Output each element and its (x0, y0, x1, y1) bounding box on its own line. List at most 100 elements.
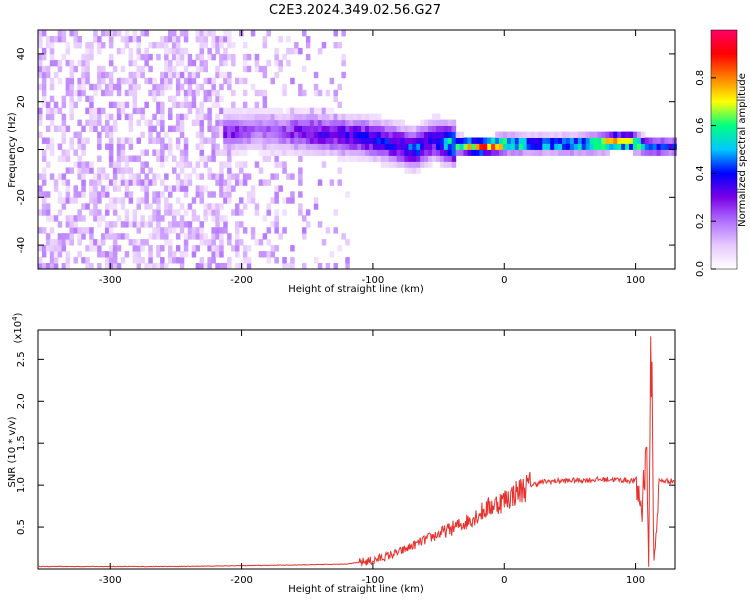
spectrogram-cell (215, 179, 220, 186)
spectrogram-cell (61, 155, 67, 162)
spectrogram-cell (495, 131, 500, 138)
spectrogram-cell (215, 227, 220, 234)
spectrogram-cell (286, 113, 291, 121)
spectrogram-cell (81, 143, 86, 150)
spectrogram-cell (112, 179, 118, 186)
spectrogram-cell (329, 113, 335, 121)
spectrogram-cell (203, 215, 208, 222)
spectrogram-cell (116, 245, 122, 252)
spectrogram-cell (140, 179, 145, 186)
spectrogram-cell (45, 65, 51, 73)
spectrogram-cell (660, 149, 666, 156)
spectrogram-cell (215, 245, 220, 252)
spectrogram-cell (211, 131, 216, 138)
spectrogram-cell (49, 245, 55, 252)
spectrogram-cell (73, 101, 78, 109)
spectrogram-cell (219, 185, 224, 192)
spectrogram-cell (219, 167, 224, 174)
spectrogram-cell (274, 149, 279, 156)
spectrogram-cell (195, 263, 201, 270)
spectrogram-cell (656, 149, 662, 156)
spectrogram-cell (136, 173, 141, 180)
spectrogram-cell (57, 143, 63, 150)
spectrogram-cell (231, 173, 236, 180)
spectrogram-cell (589, 143, 595, 150)
spectrogram-cell (345, 149, 350, 156)
spectrogram-cell (372, 113, 378, 121)
spectrogram-cell (203, 185, 208, 192)
spectrogram-cell (160, 191, 165, 198)
spectrogram-cell (199, 185, 204, 192)
spectrogram-cell (436, 131, 441, 138)
spectrogram-cell (345, 131, 350, 138)
spectrogram-cell (128, 173, 134, 180)
spectrogram-cell (172, 227, 177, 234)
spectrogram-cell (140, 30, 145, 37)
x-tick-label: -300 (99, 275, 122, 286)
spectrogram-cell (309, 113, 315, 121)
spectrogram-cell (168, 71, 173, 79)
spectrogram-cell (317, 143, 323, 150)
spectrogram-cell (140, 221, 145, 228)
spectrogram-cell (239, 113, 244, 121)
spectrogram-cell (136, 239, 141, 246)
y-tick-label: 2.0 (16, 393, 27, 409)
spectrogram-cell (108, 233, 114, 240)
spectrogram-cell (337, 167, 342, 174)
spectrogram-cell (621, 143, 626, 150)
spectrogram-cell (404, 143, 409, 150)
spectrogram-cell (605, 131, 610, 138)
spectrogram-cell (89, 209, 94, 216)
spectrogram-cell (108, 77, 114, 85)
spectrogram-cell (258, 131, 264, 138)
spectrogram-cell (270, 131, 275, 138)
spectrogram-cell (250, 125, 256, 132)
spectrogram-cell (160, 113, 165, 121)
spectrogram-cell (502, 137, 508, 144)
spectrogram-cell (124, 113, 130, 121)
spectrogram-cell (258, 65, 264, 73)
spectrogram-cell (258, 251, 264, 258)
spectrogram-cell (290, 245, 295, 252)
spectrogram-cell (132, 155, 138, 162)
spectrogram-cell (274, 125, 279, 132)
spectrogram-cell (313, 149, 319, 156)
spectrogram-cell (207, 191, 212, 198)
spectrogram-cell (203, 65, 208, 73)
spectrogram-cell (179, 221, 185, 228)
spectrogram-cell (215, 203, 220, 210)
spectrogram-cell (152, 137, 157, 144)
spectrogram-cell (412, 143, 417, 150)
spectrogram-cell (640, 131, 646, 138)
spectrogram-cell (41, 203, 47, 210)
spectrogram-cell (77, 155, 82, 162)
spectrogram-cell (317, 221, 323, 228)
spectrogram-cell (41, 155, 47, 162)
spectrogram-cell (41, 71, 47, 79)
spectrogram-cell (199, 83, 204, 91)
spectrogram-cell (172, 251, 177, 258)
spectrogram-cell (187, 89, 193, 97)
spectrogram-cell (436, 155, 441, 162)
spectrogram-cell (101, 71, 106, 79)
spectrogram-cell (305, 113, 311, 121)
spectrogram-cell (392, 137, 398, 144)
spectrogram-cell (246, 137, 252, 144)
spectrogram-cell (156, 191, 161, 198)
spectrogram-cell (168, 245, 173, 252)
spectrogram-cell (101, 251, 106, 258)
spectrogram-cell (73, 215, 78, 222)
spectrogram-cell (136, 179, 141, 186)
spectrogram-cell (211, 245, 216, 252)
spectrogram-cell (179, 149, 185, 156)
spectrogram-cell (298, 209, 303, 216)
spectrogram-cell (38, 30, 43, 37)
spectrogram-cell (242, 251, 248, 258)
spectrogram-cell (601, 137, 606, 144)
spectrogram-cell (97, 221, 102, 228)
spectrogram-cell (148, 203, 153, 210)
spectrogram-cell (211, 101, 216, 109)
spectrogram-cell (629, 131, 634, 138)
spectrogram-cell (61, 101, 67, 109)
spectrogram-cell (49, 107, 55, 115)
